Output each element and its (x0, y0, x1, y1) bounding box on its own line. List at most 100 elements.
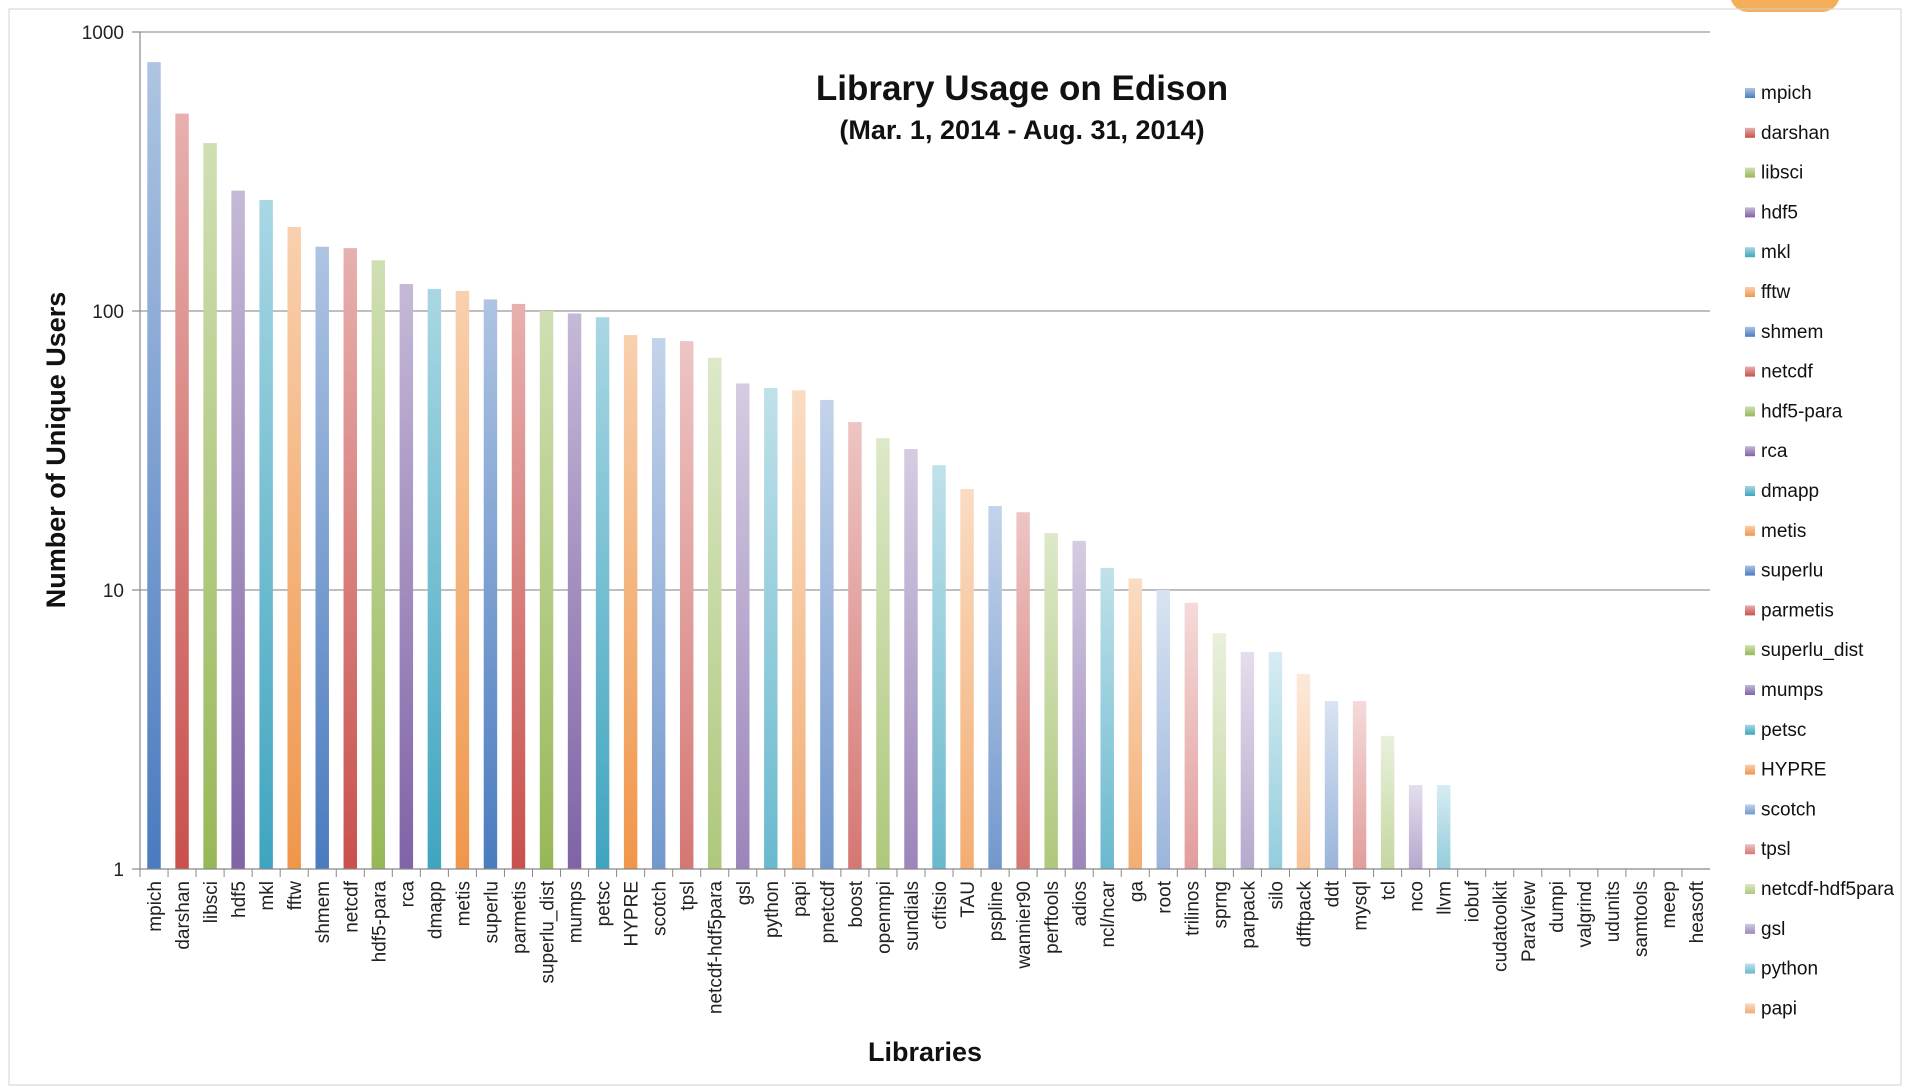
bar-parmetis (511, 303, 526, 869)
bar-gsl (736, 383, 750, 869)
x-tick-label: boost (846, 880, 867, 927)
bar-python (764, 387, 778, 869)
x-tick-label: papi (790, 881, 811, 917)
chart-subtitle: (Mar. 1, 2014 - Aug. 31, 2014) (839, 115, 1204, 145)
x-tick-label: parmetis (509, 881, 530, 954)
legend: mpich darshan libsci hdf5 mkl fftw shmem netcdf… (1745, 83, 1895, 1019)
x-tick-label: iobuf (1463, 880, 1484, 922)
x-tick-label: pspline (986, 881, 1007, 941)
x-tick-label: ParaView (1519, 881, 1540, 962)
x-tick-label: mysql (1351, 881, 1372, 931)
legend-swatch (1745, 88, 1755, 98)
legend-swatch (1745, 486, 1755, 496)
legend-swatch (1745, 565, 1755, 576)
legend-entry: scotch (1761, 799, 1816, 820)
bar-dmapp (427, 288, 442, 869)
y-tick-label: 10 (103, 581, 124, 602)
x-tick-label: ga (1126, 881, 1147, 903)
legend-entry: superlu (1761, 561, 1823, 582)
legend-swatch (1745, 366, 1755, 377)
legend-entry: dmapp (1761, 481, 1819, 502)
legend-swatch (1745, 605, 1755, 616)
x-tick-label: pnetcdf (818, 880, 839, 943)
legend-swatch (1745, 167, 1755, 178)
bar-root (1156, 590, 1171, 869)
bar-boost (848, 422, 862, 869)
x-tick-label: TAU (958, 881, 979, 918)
x-tick-label: libsci (201, 881, 222, 923)
bar-wannier90 (1016, 512, 1030, 869)
x-tick-label: shmem (313, 881, 334, 943)
bar-tpsl (679, 341, 694, 869)
bar-shmem (315, 246, 329, 869)
x-tick-label: mkl (257, 881, 278, 911)
bar-sundials (904, 449, 918, 869)
x-tick-label: tpsl (678, 881, 699, 911)
legend-entry: darshan (1761, 123, 1830, 144)
legend-swatch (1745, 287, 1755, 297)
x-tick-label: fftw (285, 881, 306, 910)
legend-entry: rca (1761, 441, 1788, 462)
bar-pnetcdf (820, 399, 834, 869)
x-tick-label: netcdf (341, 880, 362, 932)
bar-superlu-dist (539, 311, 554, 869)
bar-netcdf (343, 248, 357, 869)
legend-swatch (1745, 724, 1755, 735)
legend-entry: mumps (1761, 680, 1823, 701)
legend-entry: hdf5-para (1761, 401, 1843, 422)
x-tick-label: dumpi (1547, 881, 1568, 933)
x-tick-label: tcl (1379, 881, 1400, 900)
legend-entry: mkl (1761, 242, 1791, 263)
bar-parpack (1240, 651, 1255, 869)
x-tick-label: meep (1659, 881, 1680, 929)
x-tick-label: petsc (594, 881, 615, 926)
x-tick-label: heasoft (1687, 880, 1708, 943)
legend-entry: python (1761, 959, 1818, 980)
y-tick-label: 1 (113, 860, 124, 881)
bar-mpich (147, 62, 161, 870)
legend-swatch (1745, 207, 1755, 218)
legend-swatch (1745, 446, 1755, 457)
x-tick-label: parpack (1238, 881, 1259, 949)
bar-cfitsio (932, 465, 946, 869)
legend-entry: metis (1761, 521, 1806, 542)
x-tick-label: sprng (1210, 881, 1231, 929)
bar-scotch (651, 338, 666, 869)
bar-dfftpack (1296, 673, 1311, 869)
bar-pspline (988, 506, 1002, 869)
bar-tcl (1380, 735, 1395, 869)
bar-trilinos (1184, 602, 1199, 869)
bar-fftw (287, 227, 301, 869)
x-tick-label: cudatoolkit (1491, 880, 1512, 972)
legend-swatch (1745, 764, 1755, 775)
x-tick-label: openmpi (874, 881, 895, 954)
legend-swatch (1745, 884, 1755, 894)
legend-entry: superlu_dist (1761, 640, 1864, 661)
x-tick-label: gsl (734, 881, 755, 905)
legend-swatch (1745, 127, 1755, 138)
x-tick-label: cfitsio (930, 881, 951, 930)
legend-swatch (1745, 525, 1755, 536)
bar-netcdf-hdf5para (708, 357, 722, 869)
bar-adios (1072, 540, 1086, 869)
legend-entry: fftw (1761, 282, 1790, 303)
x-tick-label: sundials (902, 881, 923, 951)
bar-openmpi (876, 438, 890, 869)
bar-sprng (1212, 633, 1227, 869)
bar-ddt (1324, 701, 1339, 869)
chart-title: Library Usage on Edison (816, 69, 1228, 108)
y-axis-label: Number of Unique Users (41, 292, 71, 609)
bar-hdf5-para (371, 260, 386, 869)
x-tick-label: superlu_dist (538, 880, 559, 983)
legend-swatch (1745, 247, 1755, 258)
x-tick-label: dmapp (425, 881, 446, 939)
bar-rca (399, 283, 414, 869)
x-axis-label: Libraries (868, 1037, 982, 1067)
legend-swatch (1745, 923, 1755, 934)
legend-entry: parmetis (1761, 600, 1834, 621)
x-tick-label: mpich (145, 881, 166, 932)
x-tick-label: HYPRE (622, 881, 643, 946)
legend-entry: HYPRE (1761, 760, 1826, 781)
x-tick-label: mumps (566, 881, 587, 943)
